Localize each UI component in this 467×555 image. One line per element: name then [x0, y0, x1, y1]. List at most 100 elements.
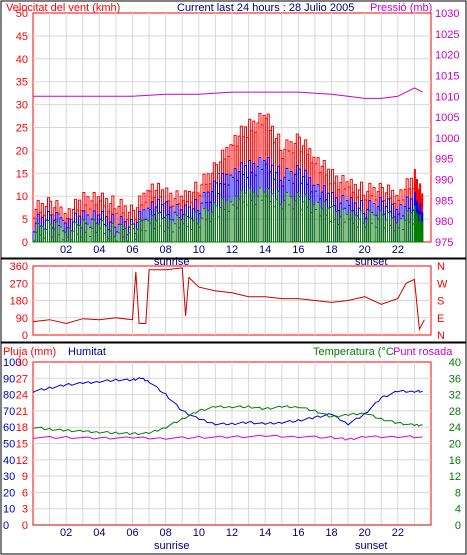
pressure-ytick: 980: [435, 216, 453, 228]
series-line-0: [32, 376, 423, 426]
temperature-axis-label: Temperatura (°C: [313, 346, 394, 358]
humidity-ytick: 70: [3, 406, 15, 418]
pressure-ytick: 1000: [435, 133, 459, 145]
wind-ytick: 0: [22, 237, 28, 249]
temperature-ytick: 4: [455, 504, 461, 516]
wind-xtick: 16: [292, 244, 304, 256]
temperature-ytick: 20: [449, 439, 461, 451]
pressure-ytick: 1025: [435, 29, 459, 41]
humidity-xtick: 06: [126, 527, 138, 539]
direction-compass-tick: N: [437, 330, 445, 342]
wind-bar-s2: [78, 224, 82, 243]
rain-ytick: 12: [16, 455, 28, 467]
pressure-ytick: 990: [435, 175, 453, 187]
humidity-xtick: 16: [292, 527, 304, 539]
wind-xtick: 18: [325, 244, 337, 256]
wind-ytick: 50: [16, 8, 28, 20]
wind-xtick: 22: [392, 244, 404, 256]
pressure-ytick: 1005: [435, 112, 459, 124]
pressure-ytick: 1015: [435, 70, 459, 82]
panel-1-frame: [0, 0, 467, 259]
wind-bar-s2: [123, 228, 127, 243]
wind-ytick: 25: [16, 123, 28, 135]
wind-ytick: 30: [16, 100, 28, 112]
dewpoint-label: Punt rosada: [393, 346, 453, 358]
temperature-ytick: 8: [455, 487, 461, 499]
temperature-ytick: 36: [449, 373, 461, 385]
temperature-ytick: 40: [449, 357, 461, 369]
wind-ytick: 45: [16, 31, 28, 43]
humidity-xtick: 04: [93, 527, 105, 539]
humidity-ytick: 90: [3, 373, 15, 385]
wind-bar-s2: [421, 221, 424, 243]
wind-ytick: 5: [22, 214, 28, 226]
humidity-xtick: 08: [160, 527, 172, 539]
wind-bar-s2: [111, 223, 115, 243]
wind-xtick: 12: [226, 244, 238, 256]
pressure-axis-label: Pressió (mb): [370, 2, 432, 14]
humidity-ytick: 0: [3, 520, 9, 532]
wind-bar-s2: [113, 235, 117, 243]
wind-ytick: 10: [16, 191, 28, 203]
humidity-ytick: 100: [3, 357, 21, 369]
wind-bar-s2: [161, 217, 165, 243]
humidity-xtick: 14: [259, 527, 271, 539]
wind-xtick: 20: [359, 244, 371, 256]
wind-bar-s2: [74, 221, 78, 243]
humidity-xtick: 12: [226, 527, 238, 539]
wind-bar-s2: [169, 219, 173, 243]
rain-ytick: 3: [22, 504, 28, 516]
direction-ytick: 0: [22, 330, 28, 342]
rain-axis-label: Pluja (mm): [3, 346, 56, 358]
wind-ytick: 15: [16, 168, 28, 180]
wind-xtick: 04: [93, 244, 105, 256]
wind-ytick: 40: [16, 54, 28, 66]
wind-ytick: 35: [16, 77, 28, 89]
wind-axis-label: Velocitat del vent (kmh): [6, 2, 120, 14]
temperature-ytick: 16: [449, 455, 461, 467]
pressure-line: [33, 87, 423, 99]
direction-ytick: 180: [10, 296, 28, 308]
temperature-ytick: 0: [455, 520, 461, 532]
pressure-ytick: 1010: [435, 91, 459, 103]
humidity-ytick: 80: [3, 390, 15, 402]
humidity-ytick: 60: [3, 422, 15, 434]
pressure-ytick: 1030: [435, 8, 459, 20]
series-line-2: [32, 434, 423, 441]
wind-bar-s2: [49, 223, 53, 243]
rain-ytick: 9: [22, 471, 28, 483]
wind-bar-s2: [82, 219, 86, 243]
rain-ytick: 18: [16, 422, 28, 434]
temperature-ytick: 32: [449, 390, 461, 402]
direction-ytick: 90: [16, 313, 28, 325]
humidity-xtick: 20: [359, 527, 371, 539]
temperature-ytick: 28: [449, 406, 461, 418]
wind-bar-s2: [391, 217, 395, 243]
wind-bar-s2: [40, 225, 44, 243]
direction-compass-tick: W: [437, 278, 448, 290]
pressure-ytick: 975: [435, 237, 453, 249]
direction-compass-tick: S: [437, 296, 444, 308]
humidity-label: Humitat: [68, 346, 106, 358]
wind-bar-s2: [92, 219, 96, 243]
pressure-ytick: 995: [435, 154, 453, 166]
sunset-label-3: sunset: [355, 540, 387, 552]
rain-ytick: 6: [22, 487, 28, 499]
series-line-1: [32, 405, 423, 436]
humidity-ytick: 40: [3, 455, 15, 467]
humidity-xtick: 22: [392, 527, 404, 539]
wind-bar-s2: [59, 226, 63, 243]
wind-bar-s2: [67, 227, 71, 243]
rain-ytick: 27: [16, 373, 28, 385]
pressure-ytick: 985: [435, 195, 453, 207]
rain-ytick: 21: [16, 406, 28, 418]
rain-ytick: 0: [22, 520, 28, 532]
wind-ytick: 20: [16, 145, 28, 157]
wind-bar-s2: [36, 223, 40, 243]
panel-2-frame: [0, 258, 467, 343]
wind-bar-s2: [86, 223, 90, 243]
humidity-ytick: 20: [3, 487, 15, 499]
rain-ytick: 24: [16, 390, 28, 402]
